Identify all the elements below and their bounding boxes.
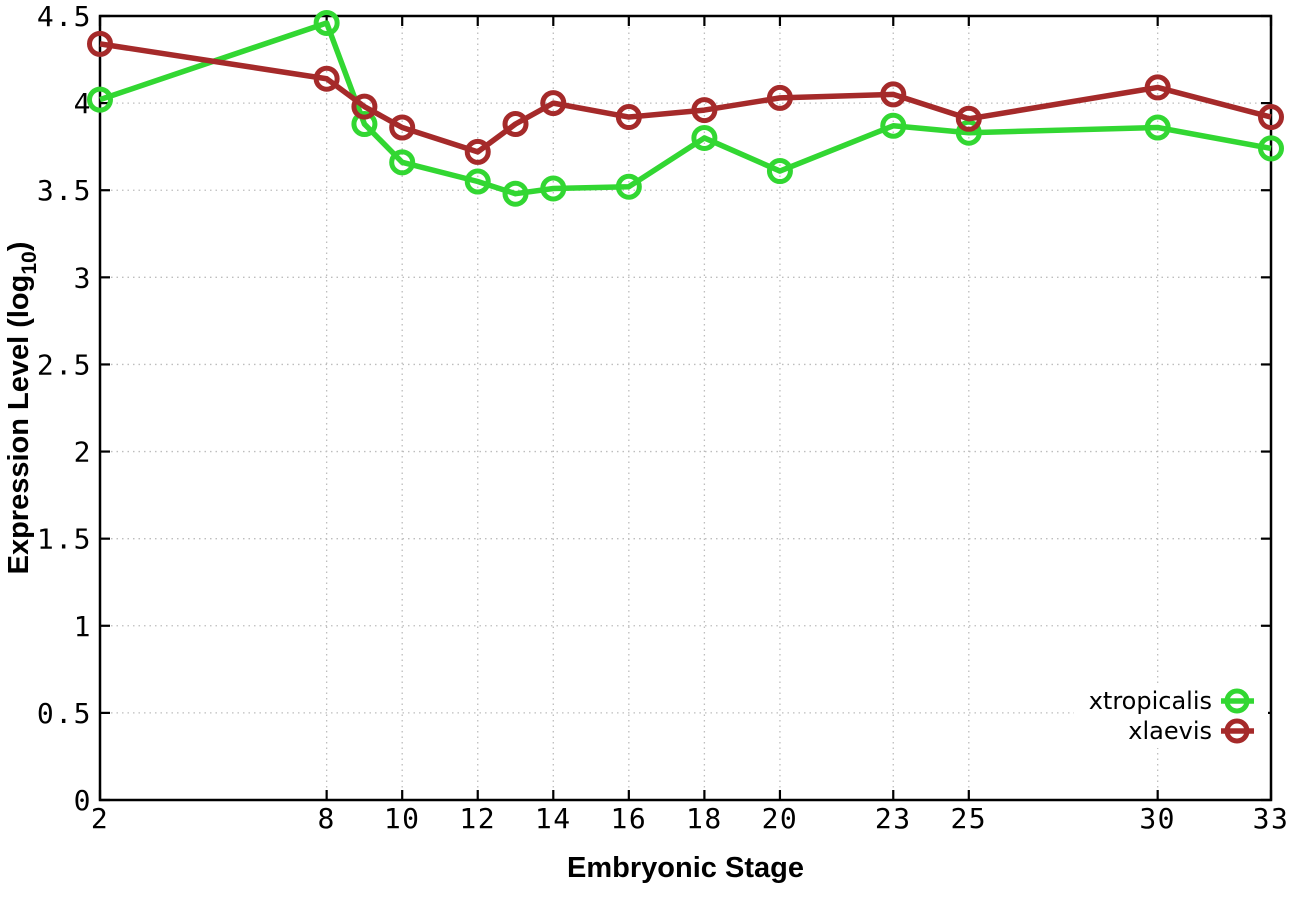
legend-label: xtropicalis <box>1089 687 1212 715</box>
x-tick-label: 14 <box>535 802 572 835</box>
x-tick-label: 30 <box>1139 802 1176 835</box>
legend-marker <box>1224 688 1250 714</box>
y-tick-label: 1.5 <box>37 523 92 556</box>
y-tick-label: 2.5 <box>37 348 92 381</box>
legend-label: xlaevis <box>1128 717 1212 745</box>
series-xlaevis-marker <box>87 30 113 57</box>
series-xtropicalis-marker <box>389 149 416 176</box>
y-tick-label: 3.5 <box>37 174 92 207</box>
series-xtropicalis-marker <box>766 158 793 185</box>
x-axis-title: Embryonic Stage <box>567 852 804 884</box>
series-xtropicalis-marker <box>540 175 567 202</box>
series-xlaevis-line <box>99 41 1272 155</box>
x-tick-label: 12 <box>459 802 496 835</box>
x-tick-label: 33 <box>1253 802 1290 835</box>
legend-background <box>1074 684 1268 748</box>
y-tick-label: 0 <box>74 784 92 817</box>
series-xtropicalis-marker <box>880 112 907 139</box>
series-xlaevis-marker <box>464 138 491 165</box>
x-tick-label: 10 <box>384 802 421 835</box>
series-xlaevis-marker <box>691 97 718 124</box>
series-xlaevis-marker <box>313 65 340 92</box>
y-tick-label: 4 <box>74 87 92 120</box>
y-tick-label: 0.5 <box>37 697 92 730</box>
series-xlaevis-marker <box>1258 104 1284 131</box>
series-xlaevis-marker <box>389 114 416 141</box>
y-tick-label: 3 <box>74 261 92 294</box>
x-tick-label: 18 <box>686 802 723 835</box>
legend-item-xlaevis: xlaevis <box>1128 717 1254 745</box>
series-xtropicalis-marker <box>615 173 642 200</box>
series-xlaevis-marker <box>351 93 378 120</box>
series-xtropicalis-line <box>99 20 1272 197</box>
series-xlaevis-marker <box>766 84 793 111</box>
y-tick-label: 2 <box>74 436 92 469</box>
series-xtropicalis-marker <box>351 111 378 138</box>
x-tick-label: 20 <box>762 802 799 835</box>
x-tick-labels: 2 8 10 12 14 16 18 20 23 25 30 33 <box>91 802 1290 835</box>
series-xtropicalis-marker <box>1258 135 1284 162</box>
legend-item-xtropicalis: xtropicalis <box>1089 687 1254 715</box>
x-tick-label: 23 <box>875 802 912 835</box>
series-xtropicalis-marker <box>87 86 113 113</box>
series-xlaevis <box>87 30 1284 165</box>
y-axis-title: Expression Level (log10) <box>3 242 41 575</box>
x-tick-label: 25 <box>950 802 987 835</box>
series-xtropicalis-marker <box>691 124 718 151</box>
series-xlaevis-marker <box>502 111 529 138</box>
series-xtropicalis-marker <box>464 168 491 195</box>
series-xtropicalis-marker <box>955 119 982 146</box>
y-tick-labels: 0 0.5 1 1.5 2 2.5 3 3.5 4 4.5 <box>37 0 92 817</box>
tick-marks <box>98 14 1273 802</box>
series-xtropicalis <box>87 9 1284 207</box>
series-xtropicalis-marker <box>502 180 529 207</box>
series-xtropicalis-marker <box>1144 114 1171 141</box>
series-xlaevis-marker <box>955 105 982 132</box>
y-tick-label: 1 <box>74 610 92 643</box>
x-tick-label: 2 <box>91 802 109 835</box>
series-xtropicalis-marker <box>313 9 340 36</box>
series-xlaevis-marker <box>880 81 907 108</box>
series-xlaevis-marker <box>540 90 567 117</box>
x-tick-label: 16 <box>610 802 647 835</box>
plot-border <box>98 14 1273 802</box>
series-xlaevis-marker <box>1144 74 1171 101</box>
grid <box>100 16 1271 800</box>
x-tick-label: 8 <box>317 802 335 835</box>
series-xlaevis-marker <box>615 104 642 131</box>
legend-marker <box>1224 718 1250 744</box>
y-tick-label: 4.5 <box>37 0 92 33</box>
